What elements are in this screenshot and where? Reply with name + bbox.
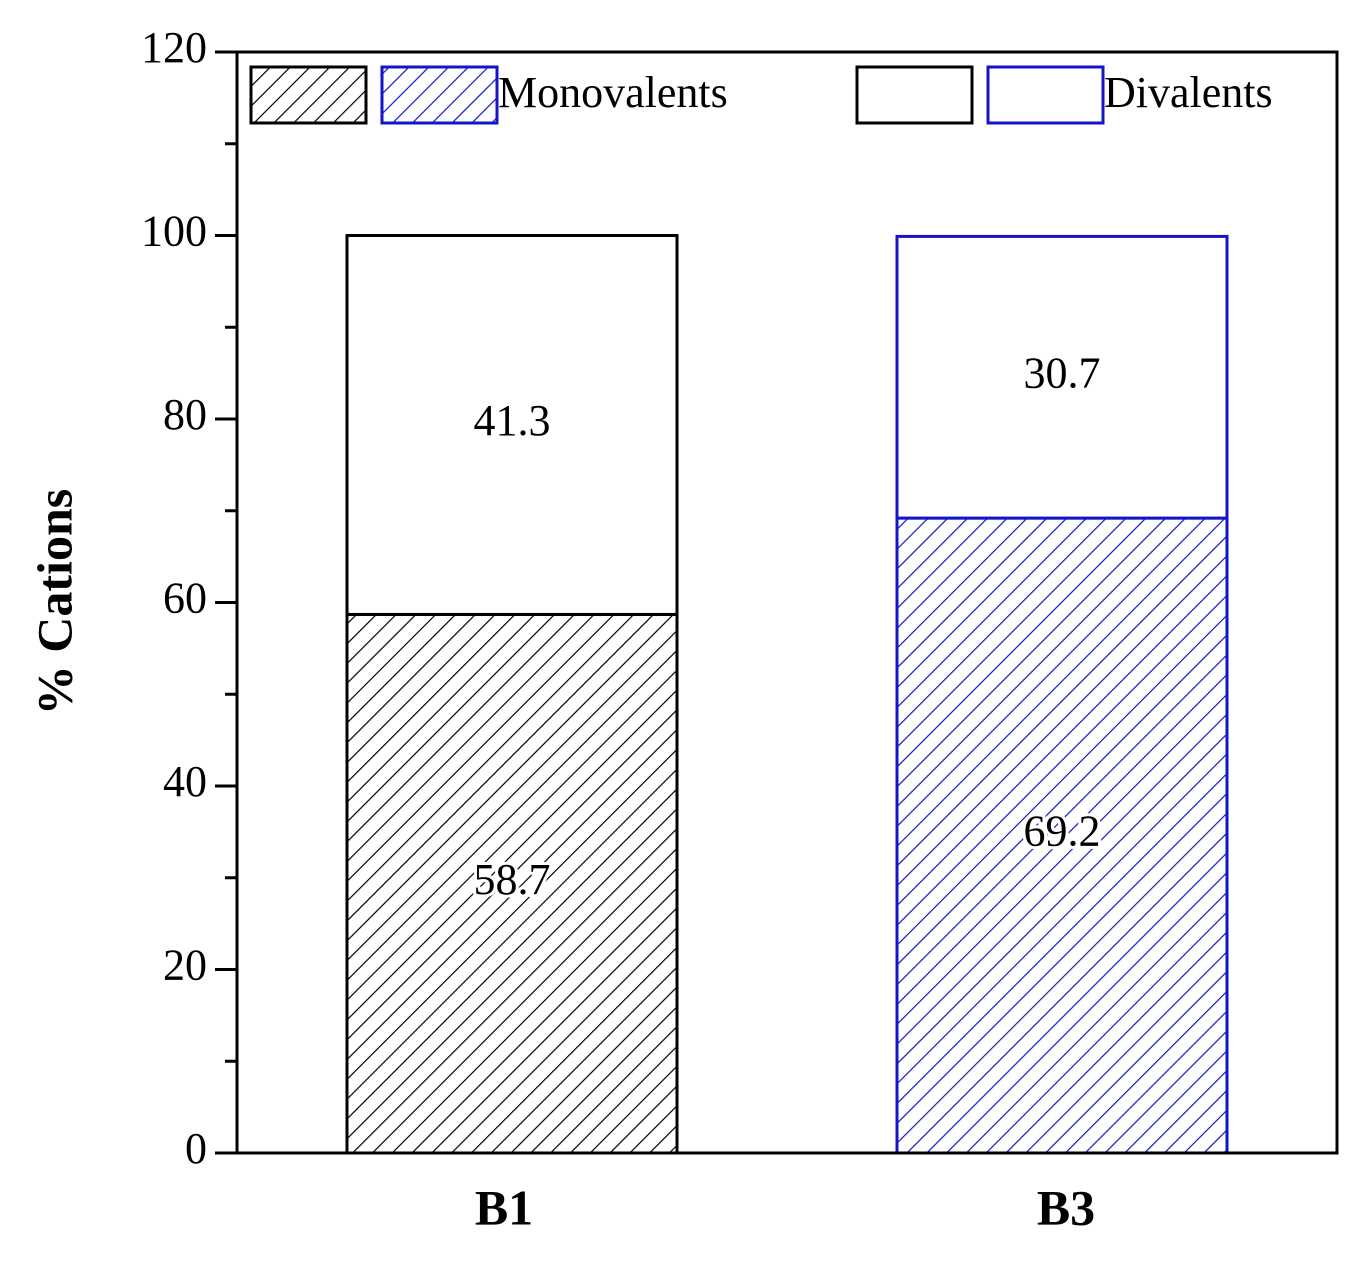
y-tick-label: 120 xyxy=(141,23,207,72)
y-tick-label: 100 xyxy=(141,207,207,256)
y-axis-title: % Cations xyxy=(26,489,82,715)
y-tick-label: 0 xyxy=(185,1124,207,1173)
legend-swatch xyxy=(986,65,1105,125)
value-label: 58.7 xyxy=(474,855,551,904)
legend-swatch xyxy=(380,65,499,125)
legend-swatch xyxy=(249,65,368,125)
value-label: 69.2 xyxy=(1024,807,1101,856)
plot-frame xyxy=(235,50,1339,1155)
bar-segment xyxy=(345,612,679,1155)
x-tick-label: B3 xyxy=(1037,1179,1095,1235)
y-tick-label: 60 xyxy=(163,574,207,623)
value-label: 41.3 xyxy=(474,396,551,445)
legend-label: Divalents xyxy=(1104,68,1273,117)
y-tick-label: 40 xyxy=(163,757,207,806)
y-tick-label: 20 xyxy=(163,941,207,990)
bar-segment xyxy=(345,234,679,616)
bar-segment xyxy=(895,516,1229,1155)
x-tick-label: B1 xyxy=(475,1179,533,1235)
value-label: 30.7 xyxy=(1024,348,1101,397)
bar-segment xyxy=(895,234,1229,520)
legend-swatch xyxy=(855,65,974,125)
legend-label: Monovalents xyxy=(498,68,728,117)
y-tick-label: 80 xyxy=(163,390,207,439)
